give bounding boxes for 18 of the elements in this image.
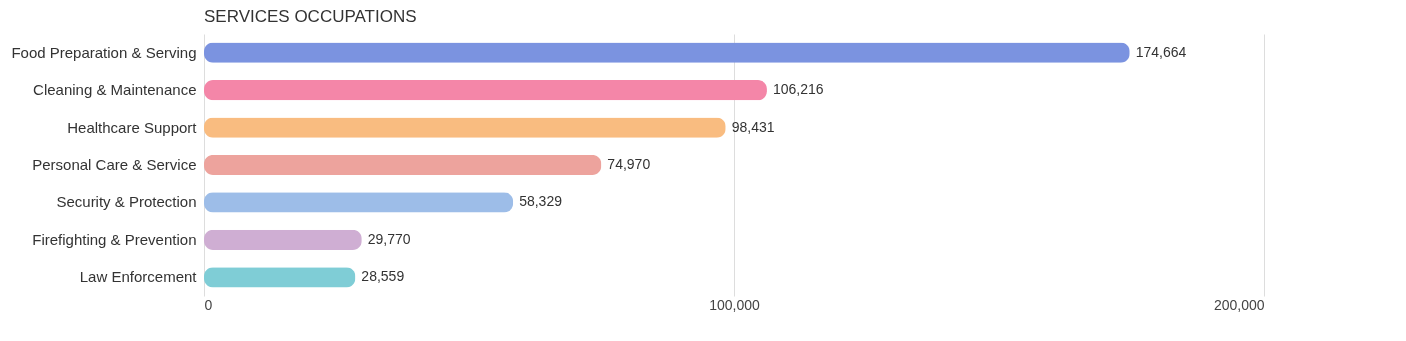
y-tick-label: Food Preparation & Serving (11, 43, 197, 61)
data-label: 98,431 (731, 118, 775, 135)
x-tick-label: 200,000 (1213, 296, 1265, 313)
data-label: 174,664 (1135, 43, 1187, 60)
y-tick-label: Healthcare Support (67, 118, 198, 136)
y-tick-label: Law Enforcement (79, 268, 198, 286)
data-label: 106,216 (772, 81, 824, 98)
data-label: 74,970 (607, 156, 651, 172)
x-tick-label: 100,000 (709, 296, 761, 313)
y-tick-label: Cleaning & Maintenance (33, 81, 197, 99)
chart-title: SERVICES OCCUPATIONS (204, 7, 417, 26)
y-tick-label: Personal Care & Service (32, 156, 197, 173)
data-label: 29,770 (367, 230, 411, 247)
data-label: 58,329 (519, 193, 563, 210)
x-tick-label: 0 (204, 296, 213, 313)
data-label: 28,559 (361, 268, 405, 285)
y-tick-label: Security & Protection (56, 193, 197, 211)
y-tick-label: Firefighting & Prevention (32, 230, 197, 248)
